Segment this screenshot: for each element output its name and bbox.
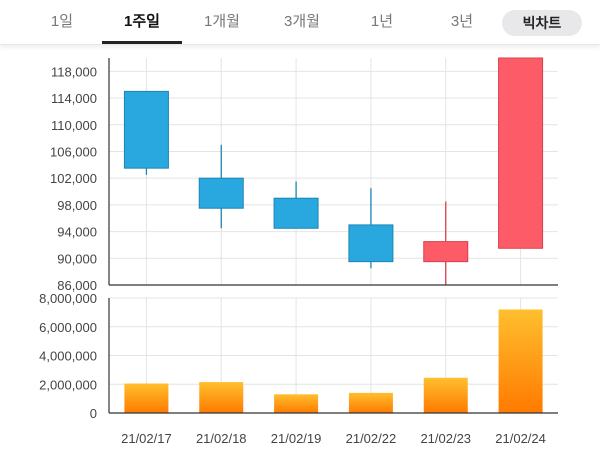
volume-tick-label: 0 — [90, 406, 97, 421]
volume-bar — [124, 383, 169, 413]
price-tick-label: 90,000 — [57, 251, 97, 266]
volume-bars — [124, 309, 543, 413]
panel-borders — [108, 58, 558, 414]
price-tick-label: 98,000 — [57, 198, 97, 213]
volume-tick-label: 4,000,000 — [39, 349, 97, 364]
volume-bar — [348, 392, 393, 413]
price-tick-label: 102,000 — [50, 171, 97, 186]
price-tick-label: 110,000 — [51, 118, 97, 133]
price-tick-label: 106,000 — [50, 144, 97, 159]
volume-tick-label: 8,000,000 — [39, 291, 97, 306]
date-label: 21/02/18 — [196, 431, 247, 446]
candle-body — [423, 241, 469, 263]
date-label: 21/02/17 — [121, 431, 172, 446]
price-axis: 118,000 114,000 110,000 106,000 102,000 98,00… — [50, 64, 97, 293]
tab-3-months[interactable]: 3개월 — [284, 13, 320, 30]
period-tabs: 1일 1주일 1개월 3개월 1년 3년 빅차트 — [0, 0, 600, 45]
price-grid — [109, 58, 558, 286]
date-labels: 21/02/17 21/02/18 21/02/19 21/02/22 21/02/23… — [121, 431, 546, 446]
price-tick-label: 114,000 — [51, 91, 97, 106]
price-tick-label: 86,000 — [57, 278, 97, 293]
volume-bar — [498, 309, 543, 413]
tab-1-year[interactable]: 1년 — [370, 13, 394, 30]
tab-3-years[interactable]: 3년 — [450, 13, 474, 30]
candle-body — [348, 224, 394, 263]
volume-bar — [199, 382, 244, 413]
date-label: 21/02/23 — [420, 431, 471, 446]
candle-body — [198, 177, 244, 209]
big-chart-button[interactable]: 빅차트 — [502, 10, 582, 36]
volume-tick-label: 2,000,000 — [39, 377, 97, 392]
tab-1-week[interactable]: 1주일 — [124, 13, 160, 30]
candlesticks — [123, 57, 544, 285]
active-tab-indicator — [102, 41, 182, 44]
price-tick-label: 94,000 — [57, 225, 97, 240]
volume-bar — [423, 377, 468, 413]
date-label: 21/02/24 — [495, 431, 546, 446]
volume-tick-label: 6,000,000 — [39, 320, 97, 335]
date-label: 21/02/19 — [271, 431, 322, 446]
volume-axis: 8,000,000 6,000,000 4,000,000 2,000,000 0 — [39, 291, 97, 421]
price-tick-label: 118,000 — [51, 64, 97, 79]
volume-bar — [274, 394, 319, 413]
tab-1-month[interactable]: 1개월 — [204, 13, 240, 30]
tab-1-day[interactable]: 1일 — [50, 13, 74, 30]
candle-body — [123, 90, 169, 169]
candle-body — [498, 57, 544, 249]
volume-grid — [109, 297, 558, 414]
candle-body — [273, 197, 319, 229]
date-label: 21/02/22 — [346, 431, 397, 446]
